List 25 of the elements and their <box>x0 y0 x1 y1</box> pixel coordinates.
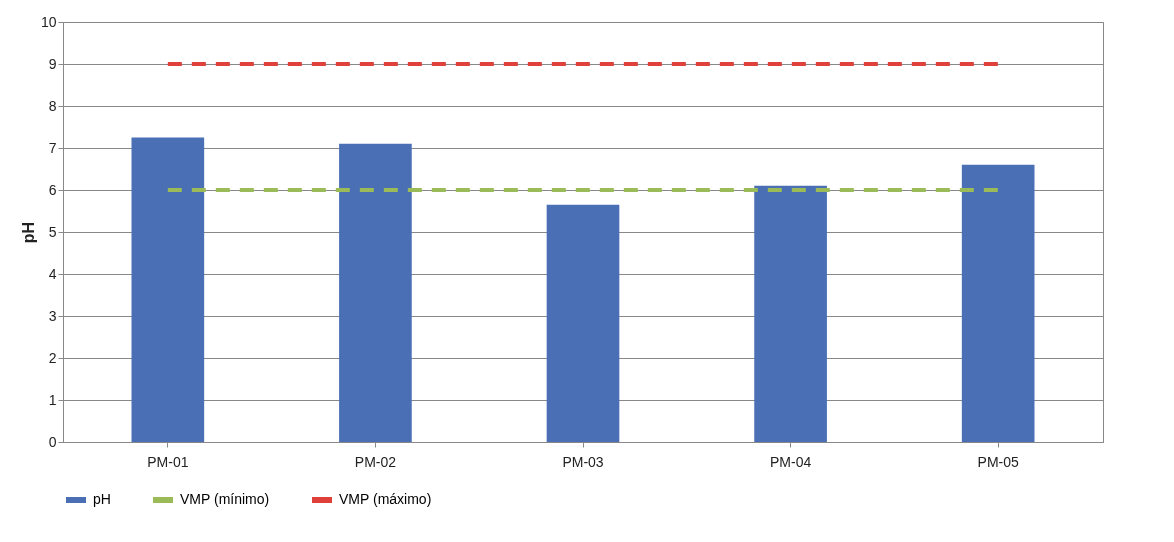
x-tick-label: PM-03 <box>562 453 604 470</box>
legend-label: VMP (mínimo) <box>180 491 270 507</box>
bar <box>961 164 1035 442</box>
x-tick-label: PM-01 <box>147 453 189 470</box>
bar <box>754 185 827 442</box>
y-tick-label: 3 <box>48 307 57 324</box>
y-tick-label: 10 <box>40 13 57 30</box>
x-tick-label: PM-04 <box>769 453 812 470</box>
x-tick-label: PM-05 <box>977 453 1019 470</box>
y-tick-label: 7 <box>48 139 57 156</box>
legend-label: pH <box>93 491 111 507</box>
bar <box>131 137 205 442</box>
y-axis-title: pH <box>19 221 37 244</box>
y-tick-label: 2 <box>48 349 57 366</box>
bar <box>339 143 412 442</box>
x-tick-label: PM-02 <box>354 453 397 470</box>
y-tick-label: 4 <box>48 265 57 282</box>
y-tick-label: 5 <box>48 223 57 240</box>
legend-label: VMP (máximo) <box>339 491 432 507</box>
y-tick-label: 0 <box>48 433 57 450</box>
y-tick-label: 8 <box>48 97 57 114</box>
y-tick-label: 9 <box>48 55 57 72</box>
y-tick-label: 1 <box>48 391 57 408</box>
y-tick-label: 6 <box>48 181 57 198</box>
bar <box>546 204 620 442</box>
